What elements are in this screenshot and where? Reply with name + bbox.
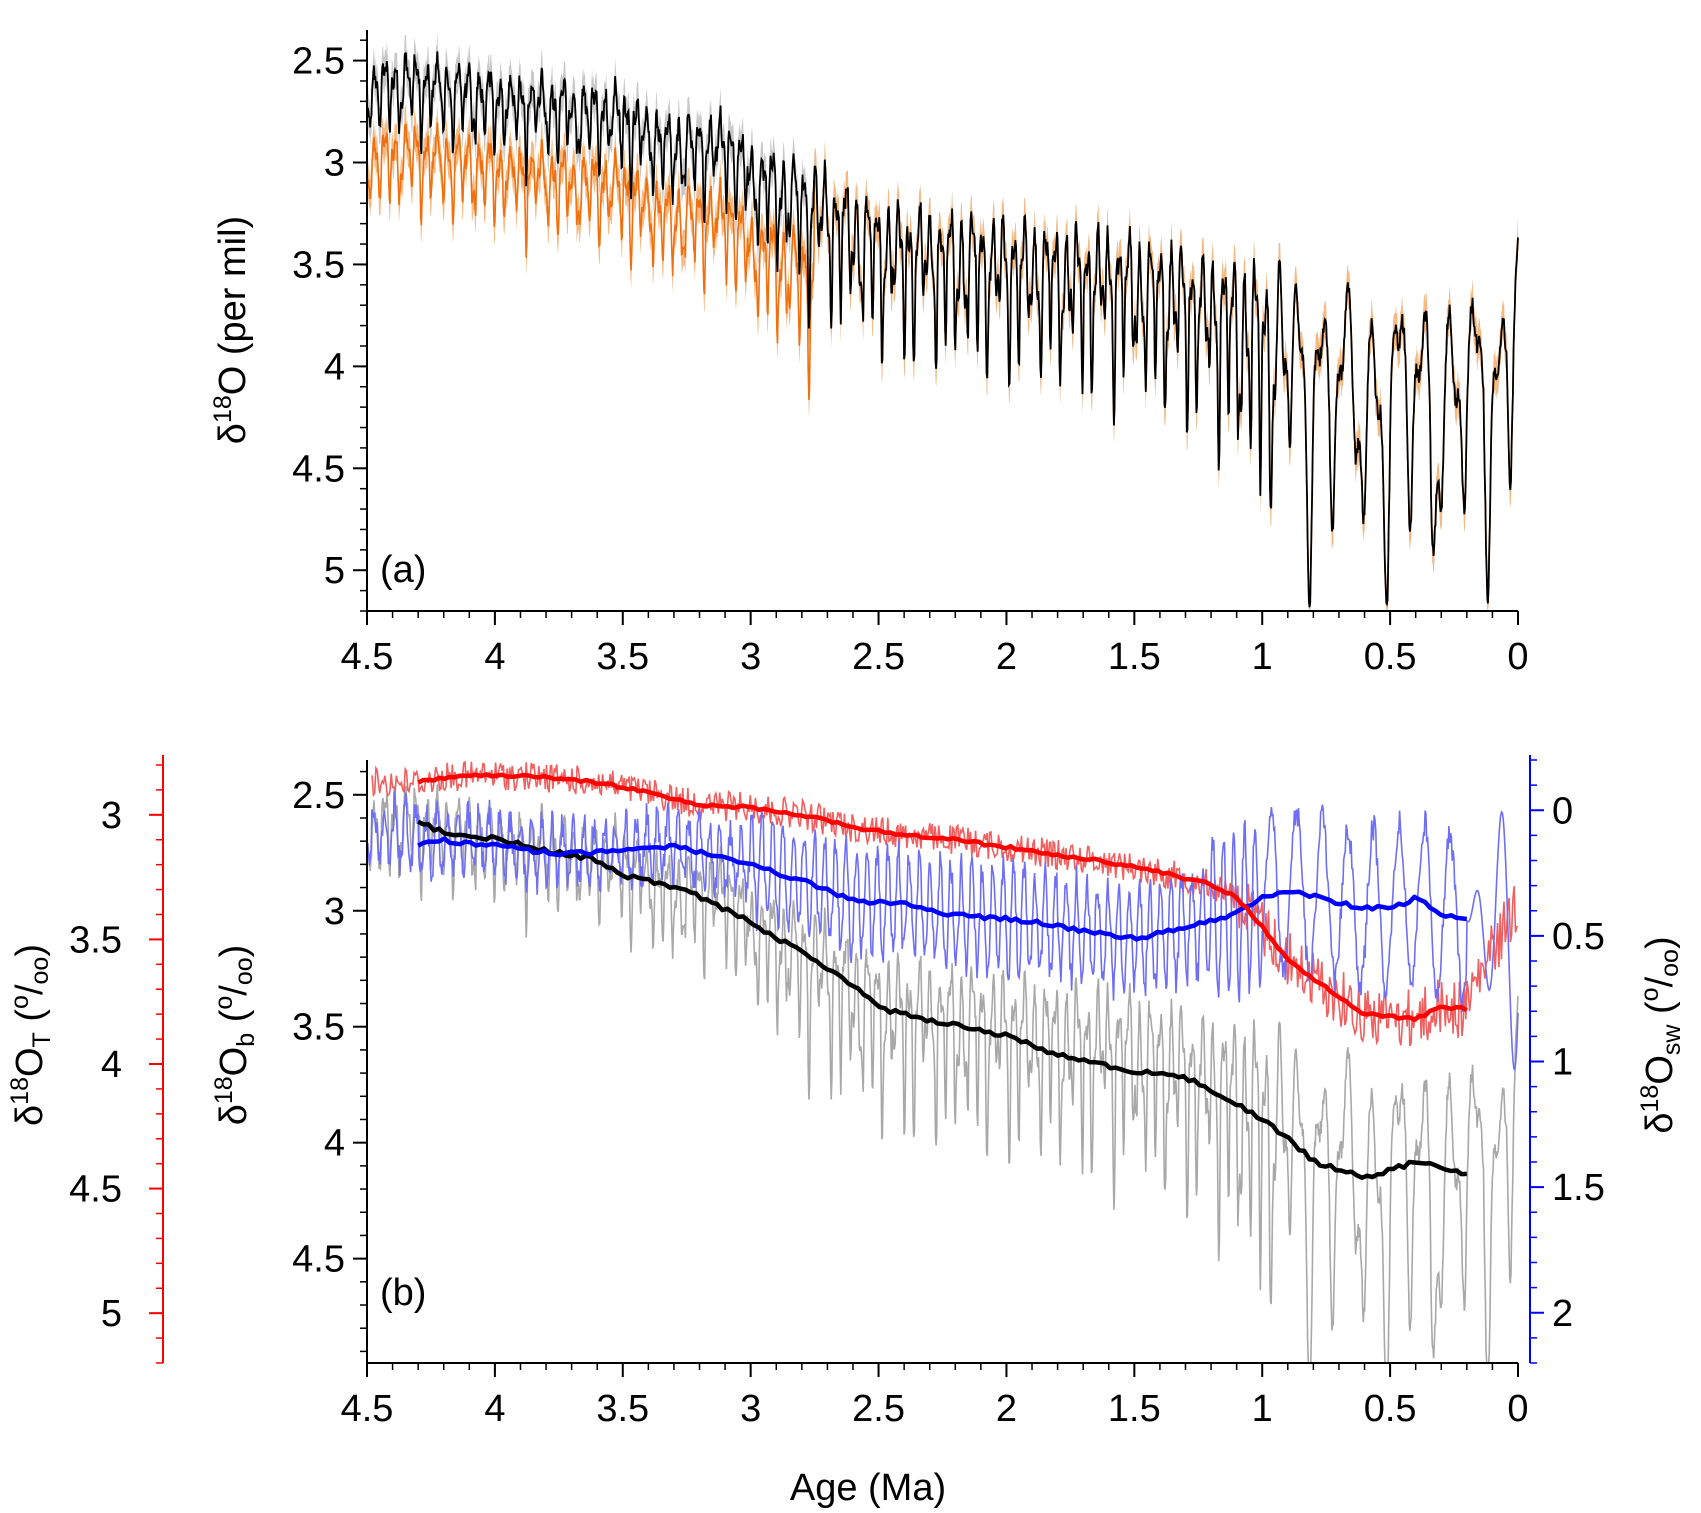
panel-b: 4.5 4 3.5 3 2.5 2 1.5 1 0.5 0 2.5 3 3.5 4 4.5 3 3.5 4 4.5 5… xyxy=(6,755,1686,1509)
panel-b-right-y-tick-label: 2 xyxy=(1552,1293,1573,1335)
panel-b-x-tick-label: 2 xyxy=(996,1388,1017,1430)
panel-b-x-tick-label: 4.5 xyxy=(341,1388,394,1430)
panel-b-series xyxy=(366,760,1519,1364)
panel-b-left-y-tick-label: 4 xyxy=(324,1123,345,1165)
panel-a-x-tick-label: 1 xyxy=(1252,636,1273,678)
panel-a-series xyxy=(366,33,1519,612)
panel-a-y-tick-label: 3.5 xyxy=(292,244,345,286)
b-grey-raw xyxy=(366,784,1519,1364)
panel-b-left-y-tick-label: 3.5 xyxy=(292,1007,345,1049)
b-red-smoothed xyxy=(417,772,1468,1023)
panel-b-outer-y-tick-label: 4.5 xyxy=(69,1169,122,1211)
panel-a: 4.5 4 3.5 3 2.5 2 1.5 1 0.5 0 2.5 3 3.5 4 4.5 5 (a) δ18… xyxy=(209,30,1529,678)
panel-b-left-y-tick-label: 4.5 xyxy=(292,1239,345,1281)
panel-b-left-y-axis-title: δ18Ob (o/oo) xyxy=(210,945,260,1126)
panel-a-x-tick-label: 2 xyxy=(996,636,1017,678)
panel-b-label: (b) xyxy=(380,1272,426,1314)
panel-b-axes: 4.5 4 3.5 3 2.5 2 1.5 1 0.5 0 2.5 3 3.5 4 4.5 3 3.5 4 4.5 5… xyxy=(69,755,1605,1430)
panel-a-y-axis-title: δ18O (per mil) xyxy=(209,216,254,444)
panel-b-outer-y-tick-label: 3.5 xyxy=(69,919,122,961)
a-orange-band xyxy=(367,104,1518,612)
panel-a-x-tick-label: 3.5 xyxy=(596,636,649,678)
panel-b-x-tick-label: 3.5 xyxy=(596,1388,649,1430)
panel-a-y-tick-label: 4 xyxy=(324,346,345,388)
panel-b-x-tick-label: 1.5 xyxy=(1108,1388,1161,1430)
panel-a-x-tick-label: 4.5 xyxy=(341,636,394,678)
panel-b-x-tick-label: 0 xyxy=(1507,1388,1528,1430)
panel-b-x-axis-title: Age (Ma) xyxy=(790,1467,946,1509)
panel-b-outer-y-tick-label: 3 xyxy=(101,795,122,837)
b-blue-raw xyxy=(366,789,1519,1072)
panel-b-outer-y-tick-label: 4 xyxy=(101,1044,122,1086)
panel-a-x-tick-label: 0 xyxy=(1507,636,1528,678)
panel-b-x-tick-label: 3 xyxy=(740,1388,761,1430)
panel-b-right-y-axis-title: δ18Osw (o/oo) xyxy=(1636,936,1686,1133)
panel-a-x-tick-label: 2.5 xyxy=(852,636,905,678)
a-orange-line xyxy=(366,122,1519,608)
panel-b-x-tick-label: 2.5 xyxy=(852,1388,905,1430)
panel-a-axes: 4.5 4 3.5 3 2.5 2 1.5 1 0.5 0 2.5 3 3.5 4 4.5 5 xyxy=(292,30,1529,678)
panel-b-right-y-tick-label: 1 xyxy=(1552,1042,1573,1084)
panel-b-left-y-tick-label: 2.5 xyxy=(292,775,345,817)
panel-a-label: (a) xyxy=(380,549,426,591)
panel-b-outer-y-axis-title: δ18OT (o/oo) xyxy=(6,944,56,1126)
panel-a-y-tick-label: 4.5 xyxy=(292,448,345,490)
b-red-raw xyxy=(371,760,1519,1047)
panel-b-right-y-tick-label: 0 xyxy=(1552,790,1573,832)
panel-b-right-y-tick-label: 1.5 xyxy=(1552,1167,1605,1209)
panel-b-left-y-tick-label: 3 xyxy=(324,891,345,933)
panel-b-x-tick-label: 4 xyxy=(484,1388,505,1430)
panel-a-x-tick-label: 1.5 xyxy=(1108,636,1161,678)
panel-b-x-tick-label: 0.5 xyxy=(1364,1388,1417,1430)
panel-b-x-tick-label: 1 xyxy=(1252,1388,1273,1430)
panel-a-y-tick-label: 5 xyxy=(324,550,345,592)
b-black-smoothed xyxy=(417,819,1467,1180)
panel-a-y-tick-label: 2.5 xyxy=(292,41,345,83)
panel-a-x-tick-label: 3 xyxy=(740,636,761,678)
a-black-line xyxy=(808,159,1519,608)
panel-b-outer-y-tick-label: 5 xyxy=(101,1293,122,1335)
panel-a-x-tick-label: 0.5 xyxy=(1364,636,1417,678)
b-blue-smoothed xyxy=(417,836,1468,942)
panel-a-y-tick-label: 3 xyxy=(324,143,345,185)
panel-a-x-tick-label: 4 xyxy=(484,636,505,678)
a-black-line-early xyxy=(366,51,815,329)
panel-b-right-y-tick-label: 0.5 xyxy=(1552,916,1605,958)
